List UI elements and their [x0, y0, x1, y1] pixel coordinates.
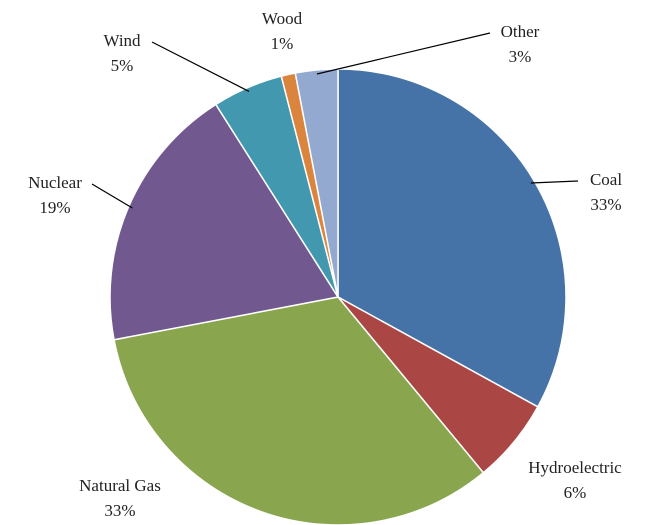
leader-line — [316, 32, 491, 75]
value-label: 5% — [111, 56, 134, 75]
value-label: 33% — [104, 501, 135, 520]
pie-slice — [337, 68, 567, 408]
value-label: 33% — [590, 195, 621, 214]
slice-label: Wind — [103, 31, 141, 50]
slice-label: Natural Gas — [79, 476, 161, 495]
pie-slice — [113, 296, 485, 525]
slice-label: Nuclear — [28, 173, 82, 192]
leader-line — [91, 183, 133, 209]
slice-label: Wood — [262, 9, 303, 28]
value-label: 3% — [509, 47, 532, 66]
slice-label: Coal — [590, 170, 622, 189]
slice-label: Other — [501, 22, 540, 41]
value-label: 1% — [271, 34, 294, 53]
value-label: 19% — [39, 198, 70, 217]
leader-line — [151, 41, 250, 92]
value-label: 6% — [564, 483, 587, 502]
slice-label: Hydroelectric — [528, 458, 622, 477]
leader-line — [530, 180, 579, 184]
